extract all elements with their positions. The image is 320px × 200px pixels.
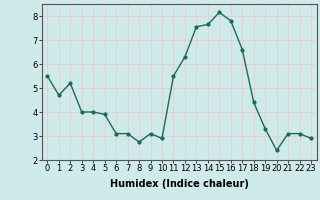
X-axis label: Humidex (Indice chaleur): Humidex (Indice chaleur) — [110, 179, 249, 189]
